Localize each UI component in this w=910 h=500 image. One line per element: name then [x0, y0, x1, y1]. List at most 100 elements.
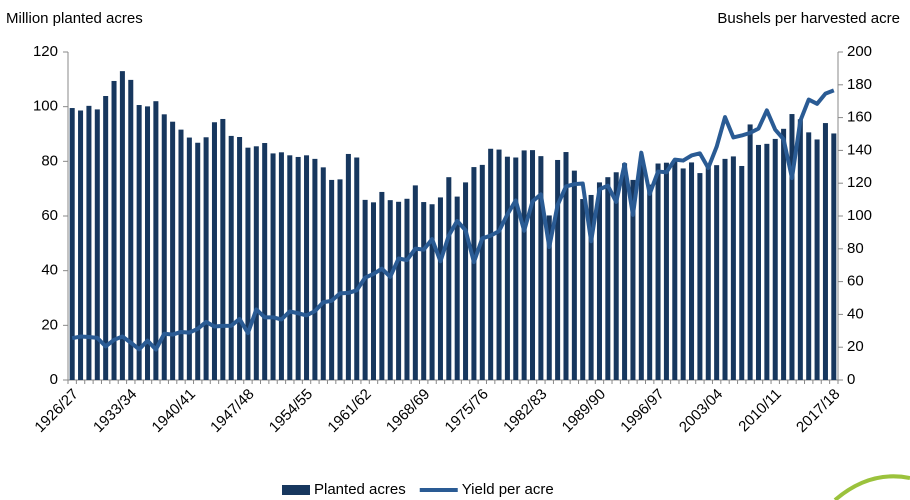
bar [772, 138, 778, 380]
bar [722, 158, 728, 380]
bar [253, 146, 259, 380]
legend-label: Planted acres [314, 481, 406, 498]
bar [387, 200, 393, 380]
x-tick-label: 1982/83 [500, 386, 550, 436]
x-tick-label: 1989/90 [559, 386, 609, 436]
bar [513, 157, 519, 380]
bar [730, 156, 736, 380]
bar [404, 198, 410, 380]
bar [504, 156, 510, 380]
y2-tick-label: 120 [847, 174, 872, 191]
bar [638, 163, 644, 380]
bar [596, 182, 602, 380]
bar [680, 168, 686, 380]
y2-tick-label: 20 [847, 338, 864, 355]
bar [186, 137, 192, 380]
bar [563, 152, 569, 380]
bar [69, 108, 75, 381]
bar [86, 105, 92, 380]
bar [747, 124, 753, 380]
bar [588, 194, 594, 380]
bar [647, 184, 653, 380]
bar [488, 148, 494, 380]
bar [571, 170, 577, 380]
bar [555, 159, 561, 380]
bar [521, 150, 527, 380]
bar [546, 215, 552, 380]
bar [412, 185, 418, 380]
x-tick-label: 1926/27 [31, 386, 81, 436]
bar [220, 118, 226, 380]
bar [789, 114, 795, 381]
y-tick-label: 80 [41, 152, 58, 169]
bar [295, 156, 301, 380]
y2-tick-label: 180 [847, 76, 872, 93]
y-tick-label: 60 [41, 207, 58, 224]
bar [831, 133, 837, 380]
bar [705, 164, 711, 380]
y2-tick-label: 60 [847, 273, 864, 290]
bar [211, 122, 217, 380]
bar [580, 199, 586, 380]
bar [613, 172, 619, 380]
bar [237, 137, 243, 380]
y-tick-label: 20 [41, 316, 58, 333]
bar [94, 109, 100, 381]
bar [228, 135, 234, 380]
y-tick-label: 0 [50, 371, 58, 388]
bar [396, 201, 402, 380]
bar [78, 110, 84, 380]
x-tick-label: 2010/11 [735, 386, 785, 436]
y-tick-label: 120 [33, 43, 58, 60]
logo-fragment [833, 474, 910, 500]
bar [136, 105, 142, 380]
bar [446, 177, 452, 380]
bar [170, 121, 176, 380]
bar [153, 101, 159, 380]
legend-swatch [282, 485, 310, 495]
bar [463, 182, 469, 380]
x-tick-label: 1933/34 [90, 386, 140, 436]
bar [178, 129, 184, 380]
bar [379, 191, 385, 380]
bar [329, 179, 335, 380]
bar [797, 119, 803, 381]
bar [663, 162, 669, 380]
bar [287, 155, 293, 380]
bar [622, 163, 628, 380]
bar [454, 196, 460, 380]
y2-axis-title: Bushels per harvested acre [717, 10, 900, 27]
bar [630, 179, 636, 380]
x-tick-label: 1940/41 [149, 386, 199, 436]
x-tick-label: 2017/18 [793, 386, 843, 436]
bar [111, 80, 117, 381]
bar [270, 153, 276, 380]
bar [103, 96, 109, 381]
bar [429, 204, 435, 380]
bar [781, 128, 787, 380]
bar [278, 152, 284, 380]
bar [245, 147, 251, 380]
y-tick-label: 100 [33, 98, 58, 115]
bar [437, 197, 443, 380]
bar [814, 139, 820, 380]
bar [530, 150, 536, 380]
bar [203, 137, 209, 380]
bar [714, 165, 720, 380]
line [71, 88, 835, 352]
bar [304, 155, 310, 380]
x-tick-label: 2003/04 [676, 386, 726, 436]
bar [764, 143, 770, 380]
x-tick-label: 1947/48 [207, 386, 257, 436]
y-axis-title: Million planted acres [6, 10, 143, 27]
bar [128, 79, 134, 380]
bar [655, 163, 661, 380]
y2-tick-label: 100 [847, 207, 872, 224]
bar [337, 179, 343, 380]
bar [312, 158, 318, 380]
bar [605, 177, 611, 380]
bar [320, 167, 326, 380]
bar [689, 162, 695, 380]
y2-tick-label: 160 [847, 109, 872, 126]
